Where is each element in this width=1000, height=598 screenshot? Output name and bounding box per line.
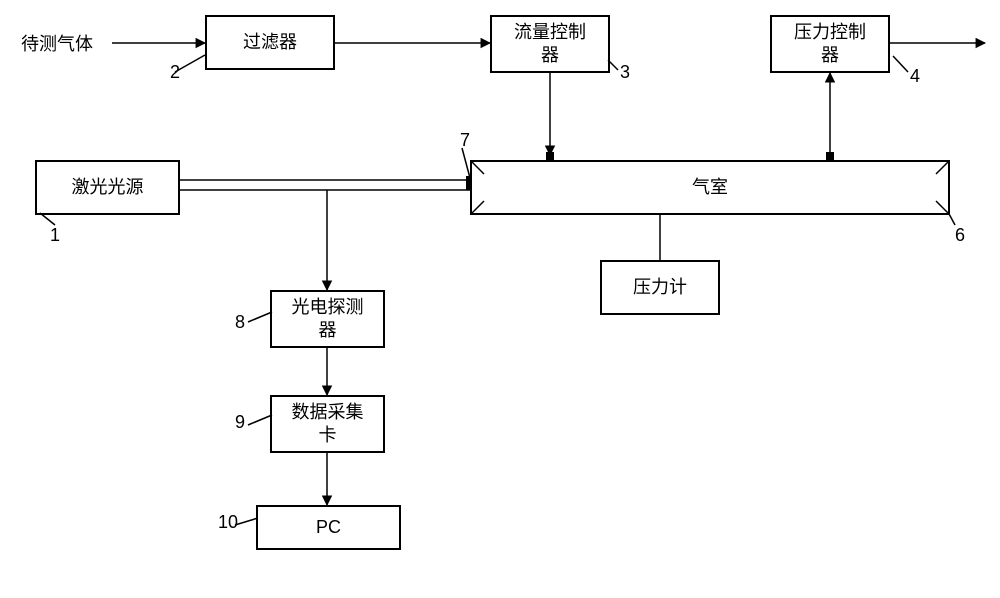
photodetector-box: 光电探测 器 [270, 290, 385, 348]
daq-card-box: 数据采集 卡 [270, 395, 385, 453]
number-2: 2 [170, 62, 180, 83]
laser-source-label: 激光光源 [72, 176, 144, 199]
filter-box: 过滤器 [205, 15, 335, 70]
pressure-controller-label: 压力控制 器 [794, 21, 866, 68]
filter-label: 过滤器 [243, 31, 297, 54]
input-gas-text: 待测气体 [21, 34, 93, 54]
pressure-gauge-label: 压力计 [633, 276, 687, 299]
number-3: 3 [620, 62, 630, 83]
daq-card-label: 数据采集 卡 [292, 401, 364, 448]
laser-source-box: 激光光源 [35, 160, 180, 215]
number-6: 6 [955, 225, 965, 246]
pressure-gauge-box: 压力计 [600, 260, 720, 315]
chamber-port-2 [826, 152, 834, 160]
pc-label: PC [316, 516, 341, 539]
number-10: 10 [218, 512, 238, 533]
chamber-port-1 [546, 152, 554, 160]
number-8: 8 [235, 312, 245, 333]
chamber-port-3 [466, 176, 472, 190]
number-1: 1 [50, 225, 60, 246]
photodetector-label: 光电探测 器 [292, 296, 364, 343]
number-9: 9 [235, 412, 245, 433]
pc-box: PC [256, 505, 401, 550]
number-7: 7 [460, 130, 470, 151]
pressure-controller-box: 压力控制 器 [770, 15, 890, 73]
number-4: 4 [910, 66, 920, 87]
input-gas-label: 待测气体 [2, 30, 112, 56]
gas-chamber-box: 气室 [470, 160, 950, 215]
gas-chamber-label: 气室 [692, 176, 728, 199]
edges-layer [0, 0, 1000, 598]
flow-controller-box: 流量控制 器 [490, 15, 610, 73]
flow-controller-label: 流量控制 器 [514, 21, 586, 68]
